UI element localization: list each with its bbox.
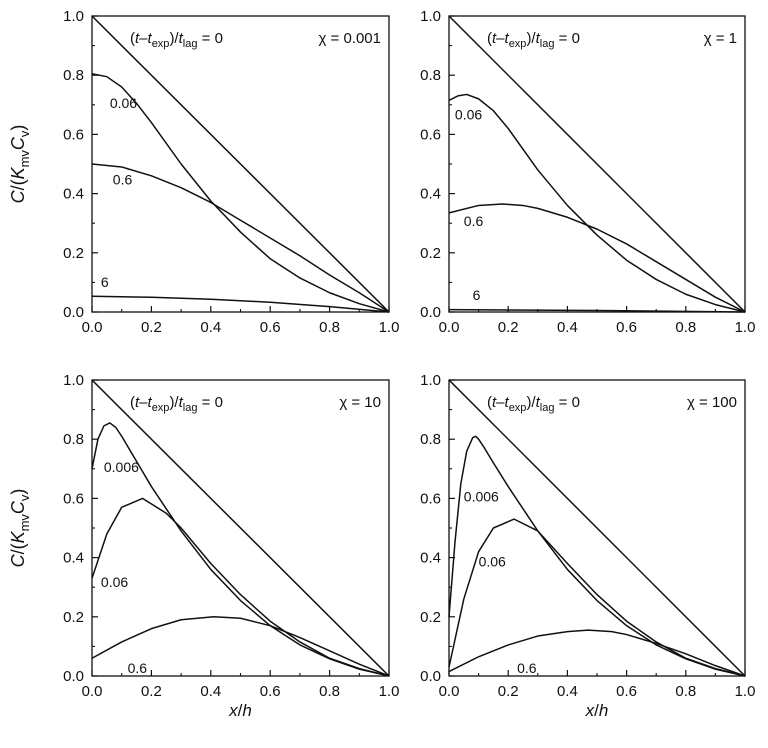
y-tick-label: 0.0 <box>63 304 84 321</box>
x-tick-label: 0.8 <box>319 319 340 336</box>
panel-top-right: 0.0 0.2 0.4 0.6 0.8 1.0 0.0 0.2 0.4 0.6 0.8 1.0 0.06… <box>420 8 755 336</box>
series-label-0_06: 0.06 <box>110 95 137 111</box>
y-tick-label: 0.6 <box>420 126 441 143</box>
series-label-0_006: 0.006 <box>464 488 499 504</box>
series-label-0_6: 0.6 <box>517 660 537 676</box>
x-tick-label: 0.4 <box>557 683 578 700</box>
series-line-0 <box>448 15 746 313</box>
series-line-0_006 <box>91 422 390 677</box>
y-tick-label: 0.4 <box>63 186 84 203</box>
series-label-0_06: 0.06 <box>479 553 506 569</box>
series-line-6 <box>91 295 390 313</box>
chi-label: χ = 100 <box>687 394 737 411</box>
y-tick-label: 0.4 <box>420 186 441 203</box>
y-tick-label: 0.8 <box>420 67 441 84</box>
series-line-0_06 <box>91 497 390 677</box>
y-tick-label: 0.8 <box>63 431 84 448</box>
y-tick-label: 0.0 <box>420 668 441 685</box>
x-tick-label: 0.4 <box>200 683 221 700</box>
series-label-0_6: 0.6 <box>464 213 484 229</box>
series-line-0 <box>91 15 390 313</box>
x-tick-label: 0.0 <box>439 319 460 336</box>
y-tick-label: 0.8 <box>63 67 84 84</box>
panel-bottom-right: 0.0 0.2 0.4 0.6 0.8 1.0 0.0 0.2 0.4 0.6 0.8 1.0 0.00… <box>420 372 755 720</box>
series-line-0_06 <box>448 93 746 313</box>
x-tick-label: 0.2 <box>141 319 162 336</box>
x-tick-label: 1.0 <box>379 319 400 336</box>
time-zero-label: (t–texp)/tlag = 0 <box>487 394 580 414</box>
x-tick-label: 0.2 <box>498 683 519 700</box>
series-line-0_6 <box>91 616 390 677</box>
series-line-0_6 <box>91 163 390 313</box>
x-tick-label: 0.6 <box>260 319 281 336</box>
series-line-0 <box>91 379 390 677</box>
series-label-0_06: 0.06 <box>455 107 482 123</box>
series-label-0_6: 0.6 <box>113 172 133 188</box>
chi-label: χ = 0.001 <box>318 30 381 47</box>
series-line-0_06 <box>448 518 746 677</box>
panel-bottom-left: 0.0 0.2 0.4 0.6 0.8 1.0 0.0 0.2 0.4 0.6 0.8 1.0 0.00… <box>8 372 399 720</box>
y-tick-label: 0.6 <box>63 126 84 143</box>
panels-group: 0.0 0.2 0.4 0.6 0.8 1.00.00.20.40.60.81.00.06… <box>8 8 755 720</box>
x-tick-label: 0.2 <box>498 319 519 336</box>
x-tick-label: 1.0 <box>379 683 400 700</box>
x-tick-label: 0.8 <box>675 683 696 700</box>
series-line-0_6 <box>448 203 746 313</box>
y-axis-label: C/(KmvCv) <box>8 489 32 568</box>
x-tick-label: 0.8 <box>319 683 340 700</box>
series-line-0_006 <box>448 435 746 677</box>
x-tick-label: 0.6 <box>616 319 637 336</box>
y-tick-label: 0.2 <box>63 609 84 626</box>
y-tick-label: 0.6 <box>420 490 441 507</box>
series-label-0_06: 0.06 <box>101 574 128 590</box>
time-zero-label: (t–texp)/tlag = 0 <box>130 394 223 414</box>
y-tick-label: 0.2 <box>63 245 84 262</box>
series-label-6: 6 <box>473 287 481 303</box>
x-tick-label: 0.8 <box>675 319 696 336</box>
series-line-0_6 <box>448 629 746 677</box>
time-zero-label: (t–texp)/tlag = 0 <box>130 30 223 50</box>
y-tick-label: 0.0 <box>63 668 84 685</box>
chi-label: χ = 10 <box>339 394 381 411</box>
time-zero-label: (t–texp)/tlag = 0 <box>487 30 580 50</box>
y-tick-label: 1.0 <box>63 8 84 25</box>
y-tick-label: 0.4 <box>63 550 84 567</box>
x-tick-label: 0.6 <box>260 683 281 700</box>
x-tick-label: 0.6 <box>616 683 637 700</box>
x-tick-label: 0.0 <box>82 683 103 700</box>
series-label-6: 6 <box>101 274 109 290</box>
x-tick-label: 0.4 <box>200 319 221 336</box>
y-tick-label: 1.0 <box>420 372 441 389</box>
x-axis-label: x/h <box>585 701 609 720</box>
series-line-0_06 <box>91 72 390 313</box>
y-tick-label: 1.0 <box>63 372 84 389</box>
y-tick-label: 0.2 <box>420 609 441 626</box>
y-tick-label: 0.2 <box>420 245 441 262</box>
x-tick-label: 0.0 <box>82 319 103 336</box>
y-tick-label: 0.0 <box>420 304 441 321</box>
x-tick-label: 1.0 <box>735 319 756 336</box>
x-tick-label: 0.0 <box>439 683 460 700</box>
x-axis-label: x/h <box>228 701 252 720</box>
y-tick-label: 0.6 <box>63 490 84 507</box>
series-line-6 <box>448 308 746 313</box>
series-label-0_006: 0.006 <box>104 459 139 475</box>
chi-label: χ = 1 <box>704 30 737 47</box>
x-tick-label: 0.2 <box>141 683 162 700</box>
y-tick-label: 0.4 <box>420 550 441 567</box>
x-tick-label: 0.4 <box>557 319 578 336</box>
series-line-0 <box>448 379 746 677</box>
panel-top-left: 0.0 0.2 0.4 0.6 0.8 1.0 0.0 0.2 0.4 0.6 0.8 1.0 0.06… <box>8 8 399 336</box>
y-axis-label: C/(KmvCv) <box>8 125 32 204</box>
y-tick-label: 1.0 <box>420 8 441 25</box>
x-tick-label: 1.0 <box>735 683 756 700</box>
series-label-0_6: 0.6 <box>128 660 148 676</box>
y-tick-label: 0.8 <box>420 431 441 448</box>
